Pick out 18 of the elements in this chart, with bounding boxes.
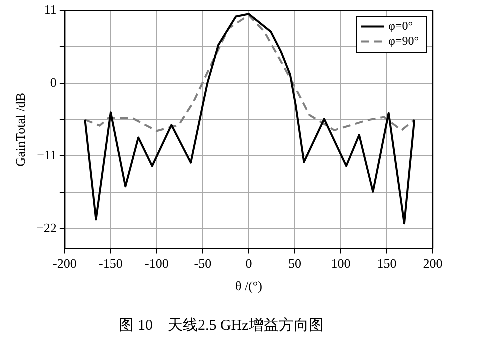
x-tick-label: 50 <box>288 256 302 272</box>
x-tick-label: -150 <box>99 256 123 272</box>
y-axis-title: GainTotal /dB <box>13 92 28 167</box>
y-tick-label: −11 <box>37 148 57 163</box>
y-tick-label: −22 <box>36 220 57 236</box>
x-tick-label: -200 <box>53 256 77 272</box>
legend-label: φ=0° <box>388 18 414 33</box>
x-tick-label: 200 <box>423 256 443 272</box>
y-tick-label: 0 <box>50 74 57 90</box>
text: 图 10 天线2.5 GHz增益方向图 <box>119 316 324 334</box>
x-tick-label: 100 <box>331 256 351 272</box>
x-tick-label: 150 <box>377 256 397 272</box>
x-tick-label: 0 <box>246 256 252 272</box>
x-axis-title: θ /(°) <box>235 278 262 294</box>
x-tick-label: -100 <box>145 256 169 272</box>
legend-label: φ=90° <box>388 34 420 48</box>
y-tick-label: 11 <box>44 2 57 18</box>
x-tick-label: -50 <box>194 256 212 272</box>
